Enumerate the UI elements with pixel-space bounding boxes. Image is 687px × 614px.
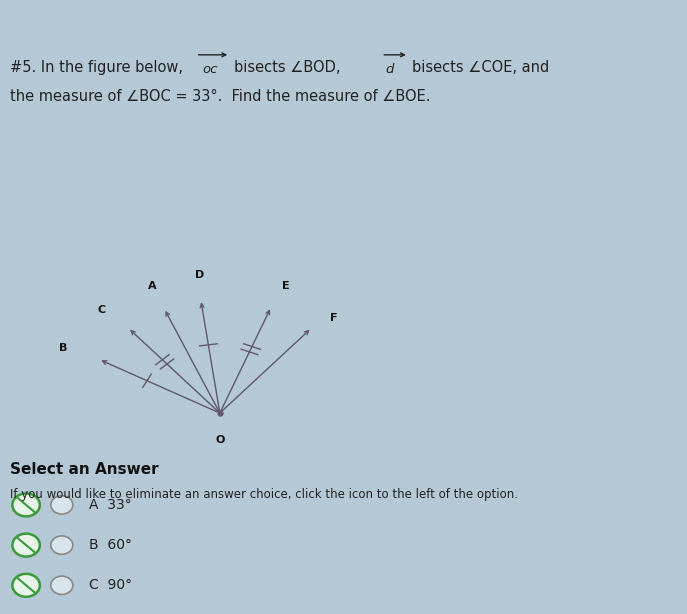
Text: F: F: [330, 313, 337, 323]
Text: A: A: [148, 281, 157, 290]
Circle shape: [12, 534, 40, 556]
Text: Select an Answer: Select an Answer: [10, 462, 159, 477]
Text: E: E: [282, 281, 290, 291]
Text: C: C: [98, 305, 106, 316]
Circle shape: [12, 574, 40, 597]
Text: A  33°: A 33°: [89, 498, 132, 512]
Circle shape: [51, 495, 73, 514]
Text: #5. In the figure below,: #5. In the figure below,: [10, 60, 183, 75]
Circle shape: [51, 536, 73, 554]
Text: oc: oc: [203, 63, 218, 76]
Circle shape: [51, 576, 73, 594]
Text: If you would like to eliminate an answer choice, click the icon to the left of t: If you would like to eliminate an answer…: [10, 488, 518, 500]
Text: d: d: [385, 63, 394, 76]
Text: B: B: [59, 343, 67, 353]
Text: the measure of ∠BOC = 33°.  Find the measure of ∠BOE.: the measure of ∠BOC = 33°. Find the meas…: [10, 88, 431, 104]
Circle shape: [12, 494, 40, 516]
Text: C  90°: C 90°: [89, 578, 133, 593]
Text: B  60°: B 60°: [89, 538, 133, 552]
Text: bisects ∠COE, and: bisects ∠COE, and: [412, 60, 550, 75]
Text: O: O: [215, 435, 225, 445]
Text: bisects ∠BOD,: bisects ∠BOD,: [234, 60, 340, 75]
Text: D: D: [195, 270, 205, 280]
